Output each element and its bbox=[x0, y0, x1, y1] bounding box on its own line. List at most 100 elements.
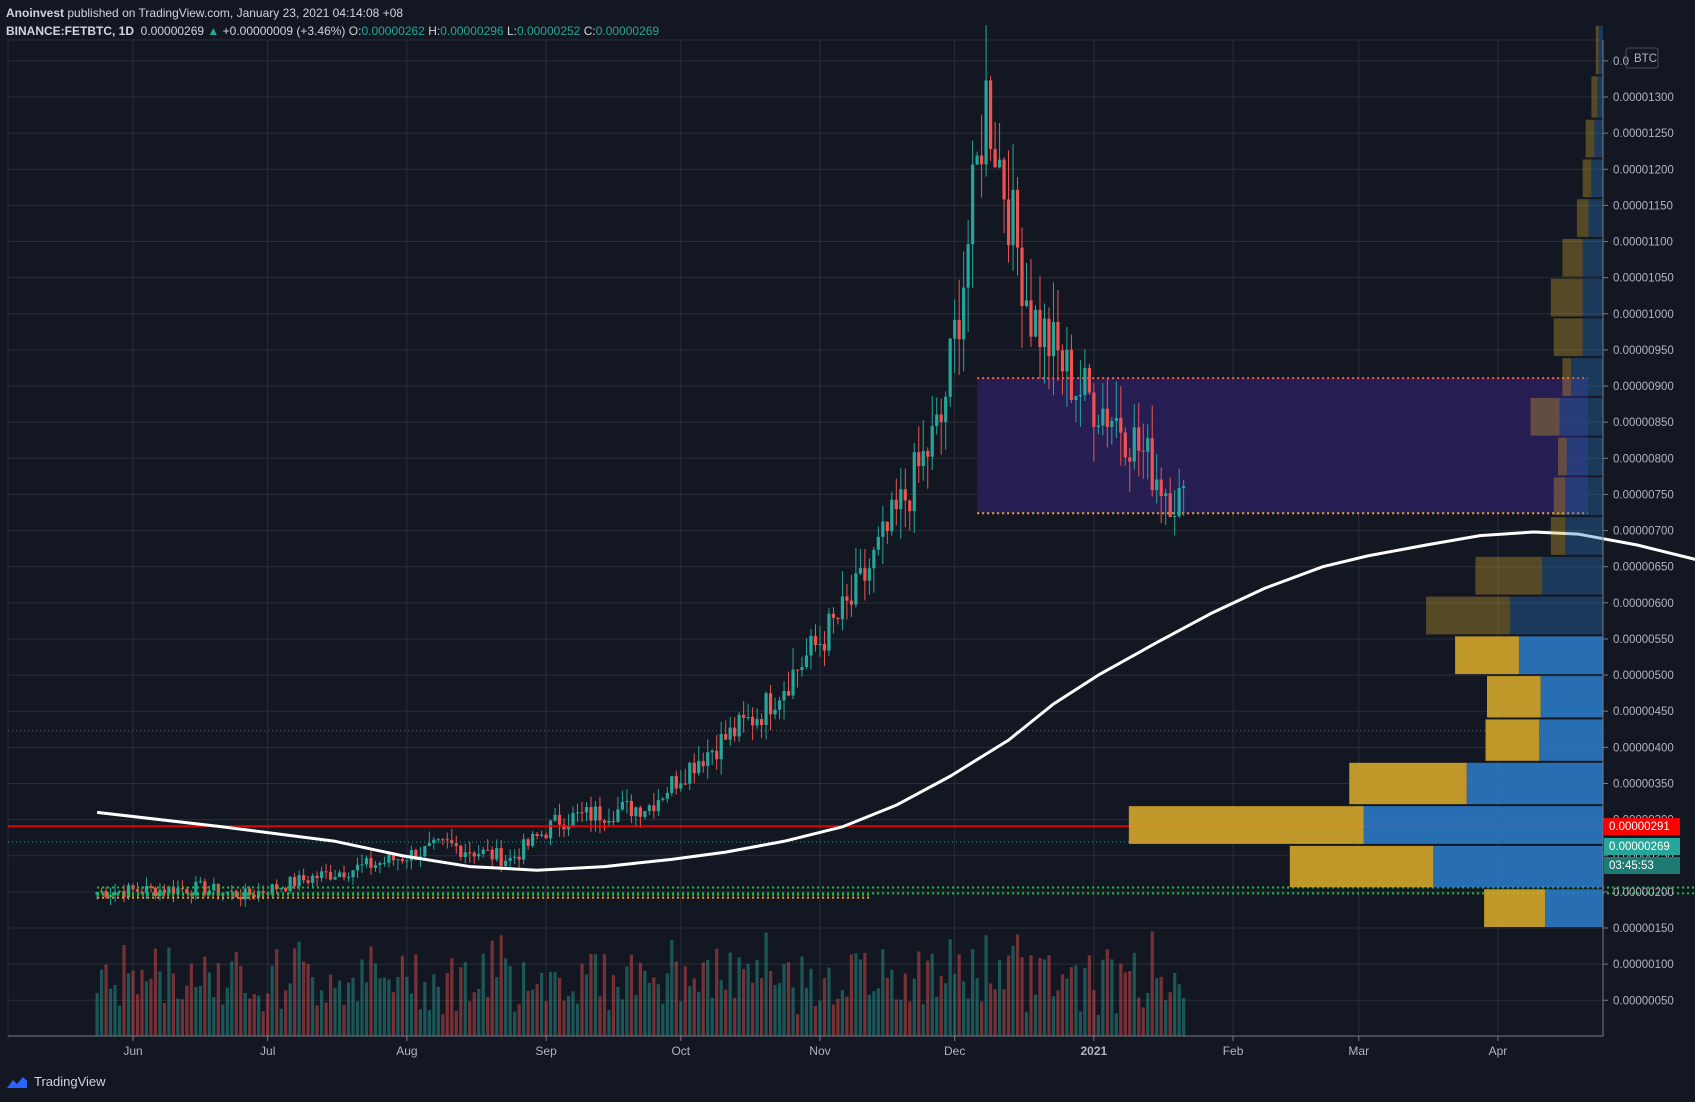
price-tick-label: 0.00001250 bbox=[1613, 128, 1674, 140]
volume-profile-up bbox=[1585, 119, 1595, 158]
candle-body bbox=[140, 891, 144, 894]
candle-body bbox=[840, 596, 845, 620]
volume-bar bbox=[1092, 990, 1096, 1036]
volume-bar bbox=[1069, 967, 1074, 1036]
volume-bar bbox=[122, 945, 126, 1036]
candle-body bbox=[1047, 318, 1051, 357]
volume-bar bbox=[427, 1010, 431, 1036]
candle-body bbox=[948, 338, 952, 397]
candle-body bbox=[539, 834, 544, 836]
volume-bar bbox=[198, 985, 202, 1036]
volume-bar bbox=[275, 949, 279, 1036]
candle-body bbox=[903, 489, 907, 501]
candle-body bbox=[319, 871, 324, 879]
volume-bar bbox=[813, 1006, 818, 1036]
candle-body bbox=[921, 450, 925, 467]
candle-body bbox=[495, 848, 499, 860]
candle-body bbox=[728, 727, 732, 740]
symbol-label[interactable]: BINANCE:FETBTC, 1D bbox=[6, 24, 134, 38]
volume-bar bbox=[584, 974, 589, 1036]
footer-brand[interactable]: TradingView bbox=[6, 1074, 106, 1089]
volume-profile-up bbox=[1582, 159, 1592, 198]
volume-profile-up bbox=[1553, 318, 1583, 357]
volume-bar bbox=[158, 971, 162, 1036]
volume-bar bbox=[468, 1001, 472, 1036]
candle-body bbox=[126, 885, 131, 898]
candle-body bbox=[108, 895, 113, 898]
candle-body bbox=[207, 890, 211, 895]
candle-body bbox=[1173, 516, 1177, 518]
volume-bar bbox=[881, 949, 885, 1036]
volume-bar bbox=[387, 979, 391, 1036]
volume-bar bbox=[176, 998, 180, 1036]
high-label: H: bbox=[428, 24, 441, 38]
volume-bar bbox=[683, 966, 687, 1036]
candle-body bbox=[634, 807, 638, 817]
candle-body bbox=[760, 719, 764, 725]
candle-body bbox=[1123, 432, 1127, 458]
candle-body bbox=[1119, 417, 1123, 433]
candle-body bbox=[656, 799, 660, 812]
volume-bar bbox=[1101, 959, 1105, 1036]
volume-bar bbox=[252, 994, 256, 1036]
author-name[interactable]: Anoinvest bbox=[6, 6, 65, 20]
volume-bar bbox=[795, 1014, 800, 1036]
volume-bar bbox=[1137, 997, 1141, 1036]
candle-body bbox=[566, 825, 571, 830]
candle-body bbox=[324, 871, 328, 873]
volume-bar bbox=[786, 962, 791, 1036]
candle-body bbox=[144, 886, 149, 894]
price-tick-label: 0.00000800 bbox=[1613, 453, 1674, 465]
volume-bar bbox=[337, 980, 342, 1036]
candle-body bbox=[548, 820, 553, 839]
candle-body bbox=[423, 845, 427, 857]
candle-body bbox=[113, 892, 117, 896]
volume-bar bbox=[459, 967, 463, 1036]
volume-bar bbox=[189, 963, 193, 1036]
candle-body bbox=[661, 798, 665, 800]
volume-profile-up bbox=[1595, 25, 1599, 75]
candle-body bbox=[1128, 457, 1132, 462]
volume-bar bbox=[364, 982, 369, 1036]
volume-bar bbox=[804, 987, 809, 1036]
volume-bar bbox=[1042, 959, 1047, 1036]
candle-body bbox=[616, 809, 620, 822]
volume-bar bbox=[593, 954, 598, 1036]
candle-body bbox=[230, 890, 234, 892]
volume-profile-down bbox=[1582, 278, 1603, 317]
volume-bar bbox=[1078, 1011, 1082, 1036]
volume-bar bbox=[1168, 992, 1172, 1036]
volume-bar bbox=[611, 975, 616, 1036]
candle-body bbox=[531, 834, 535, 846]
candle-body bbox=[1006, 199, 1011, 246]
volume-profile-up bbox=[1349, 762, 1467, 805]
price-tick-label: 0.00000200 bbox=[1613, 887, 1674, 899]
volume-profile-down bbox=[1565, 517, 1603, 555]
volume-bar bbox=[513, 1011, 517, 1036]
candle-body bbox=[562, 824, 566, 830]
candle-body bbox=[1033, 309, 1038, 337]
volume-profile-down bbox=[1540, 676, 1603, 718]
volume-profile-down bbox=[1433, 845, 1603, 888]
candle-body bbox=[477, 854, 481, 857]
volume-bar bbox=[418, 1009, 422, 1036]
candle-body bbox=[369, 858, 373, 868]
volume-bar bbox=[755, 959, 759, 1036]
candle-body bbox=[827, 613, 831, 651]
candle-body bbox=[638, 807, 642, 817]
candle-body bbox=[813, 635, 818, 646]
volume-bar bbox=[971, 949, 975, 1036]
volume-bar bbox=[1051, 996, 1056, 1036]
candle-body bbox=[795, 669, 800, 671]
candle-body bbox=[306, 880, 310, 883]
volume-bar bbox=[638, 962, 642, 1036]
candle-body bbox=[894, 499, 898, 510]
volume-bar bbox=[746, 963, 750, 1036]
volume-profile-down bbox=[1518, 636, 1603, 675]
volume-bar bbox=[423, 981, 427, 1036]
candle-body bbox=[311, 875, 315, 883]
price-tick-label: 0.00000550 bbox=[1613, 634, 1674, 646]
candle-body bbox=[382, 862, 387, 864]
volume-bar bbox=[661, 1003, 665, 1036]
